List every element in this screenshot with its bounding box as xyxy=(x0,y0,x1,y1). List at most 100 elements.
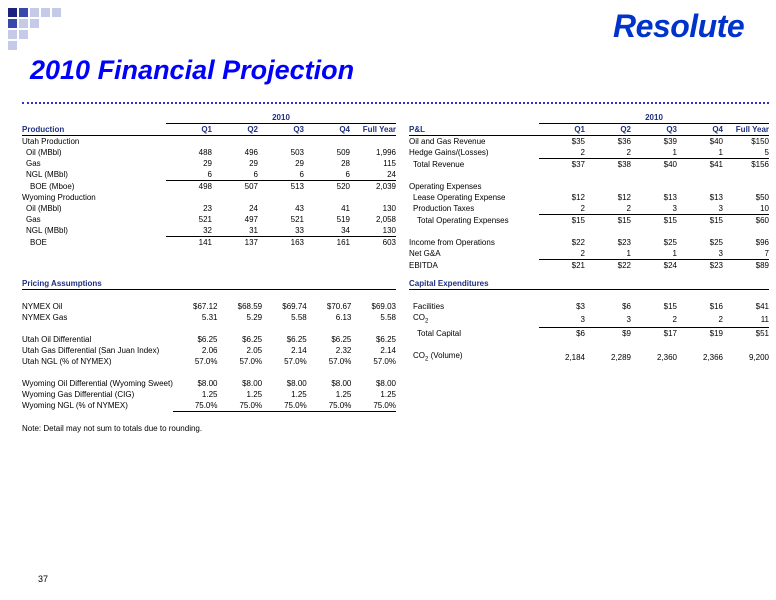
row-label: BOE xyxy=(30,237,47,247)
row-label: EBITDA xyxy=(409,260,438,270)
cell-value: $22 xyxy=(617,261,631,270)
cell-value xyxy=(173,323,218,334)
cell-value xyxy=(585,226,631,237)
cell-value: 1,996 xyxy=(375,148,396,157)
pricing-heading: Pricing Assumptions xyxy=(22,278,396,290)
cell-value xyxy=(585,170,631,181)
cell-value: $9 xyxy=(622,329,631,339)
table-row: Wyoming Oil Differential (Wyoming Sweet)… xyxy=(22,378,396,389)
cell-value: 1 xyxy=(631,147,677,159)
cell-value xyxy=(585,181,631,192)
table-row: NGL (MBbl) 32 31 33 34 130 xyxy=(22,225,396,237)
cell-value: $15 xyxy=(617,216,631,225)
cell-value: 31 xyxy=(212,225,258,237)
cell-value: $68.59 xyxy=(237,302,263,311)
table-row: Total Revenue $37 $38 $40 $41 $156 xyxy=(409,159,769,171)
cell-value: 130 xyxy=(350,225,396,237)
pnl-header-label: P&L xyxy=(409,123,539,136)
cell-value: 10 xyxy=(723,203,769,215)
cell-value: $6.25 xyxy=(242,335,263,344)
cell-value xyxy=(304,136,350,148)
corner-squares-decoration xyxy=(0,0,80,55)
cell-value: 488 xyxy=(198,148,212,157)
table-row: Oil (MBbl) 23 24 43 41 130 xyxy=(22,203,396,214)
cell-value: $13 xyxy=(709,193,723,202)
cell-value: 3 xyxy=(677,203,723,215)
table-row: Gas 29 29 29 28 115 xyxy=(22,158,396,169)
cell-value: 163 xyxy=(290,238,304,247)
production-header-col: Q1 xyxy=(166,123,212,136)
page-title: 2010 Financial Projection xyxy=(30,55,355,85)
row-label xyxy=(409,226,539,237)
cell-value xyxy=(539,290,585,301)
cell-value: $8.00 xyxy=(242,379,263,388)
cell-value xyxy=(677,226,723,237)
cell-value: $16 xyxy=(709,302,723,311)
cell-value: $6.25 xyxy=(286,335,307,344)
cell-value xyxy=(677,170,723,181)
row-label: NGL (MBbl) xyxy=(26,170,68,180)
cell-value xyxy=(262,290,307,301)
cell-value: 29 xyxy=(249,159,258,168)
cell-value: $69.74 xyxy=(282,302,307,311)
row-label: Oil (MBbl) xyxy=(26,148,62,157)
table-row: Wyoming NGL (% of NYMEX) 75.0% 75.0% 75.0% 7… xyxy=(22,400,396,412)
pricing-table: NYMEX Oil $67.12 $68.59 $69.74 $70.67 $69.03 N… xyxy=(22,290,396,412)
cell-value: $6.25 xyxy=(197,335,218,344)
cell-value xyxy=(723,339,769,350)
table-row: NYMEX Oil $67.12 $68.59 $69.74 $70.67 $69.03 xyxy=(22,301,396,312)
capex-heading: Capital Expenditures xyxy=(409,278,769,290)
cell-value: 2.14 xyxy=(291,346,307,355)
cell-value: $50 xyxy=(755,193,769,202)
cell-value: 3 xyxy=(677,248,723,260)
cell-value: 32 xyxy=(166,225,212,237)
cell-value: 2.05 xyxy=(246,346,263,355)
cell-value: $35 xyxy=(571,137,585,146)
cell-value: $40 xyxy=(709,137,723,146)
cell-value: $8.00 xyxy=(197,379,218,388)
table-row: Oil (MBbl) 488 496 503 509 1,996 xyxy=(22,147,396,158)
cell-value: 137 xyxy=(244,238,258,247)
cell-value: $6.25 xyxy=(375,335,396,344)
cell-value xyxy=(677,290,723,301)
row-label: CO2 (Volume) xyxy=(413,351,463,363)
cell-value xyxy=(218,323,263,334)
row-label: Production Taxes xyxy=(413,204,475,214)
cell-value: 7 xyxy=(723,248,769,260)
production-table: 2010 Production Q1 Q2 Q3 Q4 Full Year Utah Pr… xyxy=(22,112,396,248)
cell-value: 503 xyxy=(290,148,304,157)
cell-value: $8.00 xyxy=(375,379,396,388)
cell-value: 75.0% xyxy=(306,400,352,412)
cell-value: 24 xyxy=(350,169,396,181)
cell-value: 41 xyxy=(341,204,350,213)
cell-value: $60 xyxy=(755,216,769,225)
cell-value xyxy=(631,170,677,181)
cell-value xyxy=(631,181,677,192)
cell-value: 603 xyxy=(382,238,396,247)
row-label: NYMEX Oil xyxy=(22,302,63,311)
table-row: Utah Oil Differential $6.25 $6.25 $6.25 $6.2… xyxy=(22,334,396,345)
cell-value: 24 xyxy=(249,204,258,213)
cell-value: 2 xyxy=(585,147,631,159)
row-label: Total Revenue xyxy=(413,159,465,169)
cell-value: $40 xyxy=(663,160,677,169)
cell-value: 521 xyxy=(198,215,212,224)
cell-value xyxy=(212,136,258,148)
cell-value: 513 xyxy=(290,182,304,191)
table-row: BOE 141 137 163 161 603 xyxy=(22,237,396,249)
table-row xyxy=(22,367,396,378)
cell-value: 43 xyxy=(295,204,304,213)
cell-value xyxy=(258,136,304,148)
table-row xyxy=(409,290,769,301)
cell-value: 1.25 xyxy=(380,390,396,399)
row-label xyxy=(409,170,539,181)
cell-value: 2 xyxy=(539,147,585,159)
row-label: Total Capital xyxy=(417,328,462,338)
cell-value: 11 xyxy=(723,312,769,329)
row-label: Utah NGL (% of NYMEX) xyxy=(22,357,112,366)
cell-value xyxy=(307,290,352,301)
row-label: Oil (MBbl) xyxy=(26,204,62,213)
cell-value: $24 xyxy=(663,261,677,270)
table-row: BOE (Mboe) 498 507 513 520 2,039 xyxy=(22,181,396,193)
cell-value xyxy=(351,290,396,301)
